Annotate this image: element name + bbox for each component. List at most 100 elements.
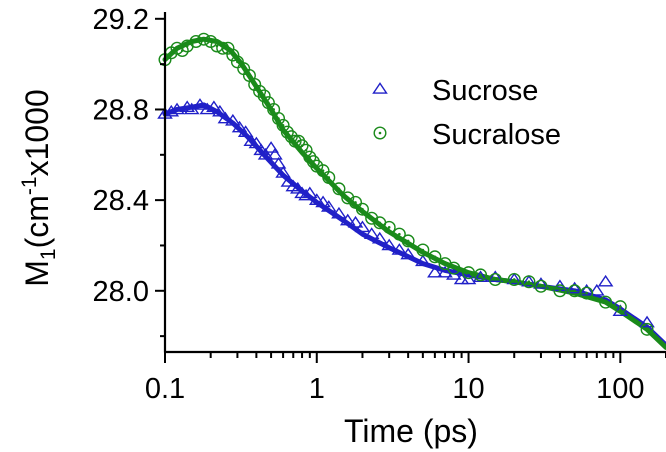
legend-marker-sucralose-ring bbox=[373, 126, 387, 140]
data-point-sucralose-ring bbox=[288, 134, 302, 148]
data-point-sucralose-dot bbox=[267, 101, 270, 104]
data-point-sucralose-dot bbox=[272, 108, 275, 111]
data-point-sucralose-ring bbox=[392, 227, 406, 241]
data-point-sucrose bbox=[231, 120, 248, 133]
data-point-sucralose-dot bbox=[293, 139, 297, 143]
data-point-sucrose bbox=[506, 272, 523, 285]
legend-entry-sucrose: Sucrose bbox=[372, 75, 538, 107]
data-point-sucralose-ring bbox=[322, 170, 336, 184]
data-point-sucrose bbox=[308, 193, 325, 205]
data-point-sucrose bbox=[212, 104, 228, 117]
data-point-sucralose-ring bbox=[299, 143, 313, 157]
data-point-sucralose bbox=[365, 211, 379, 225]
data-point-sucralose bbox=[288, 134, 302, 148]
data-point-sucrose bbox=[294, 186, 310, 199]
data-point-sucralose-ring bbox=[272, 112, 286, 126]
data-point-sucralose-dot bbox=[231, 53, 235, 57]
data-point-sucrose bbox=[597, 274, 614, 287]
data-point-sucrose bbox=[371, 231, 388, 244]
data-point-sucrose bbox=[320, 200, 337, 212]
data-point-sucrose bbox=[533, 277, 549, 289]
data-point-sucralose-ring bbox=[534, 279, 548, 293]
data-point-sucralose bbox=[257, 89, 271, 103]
data-point-sucralose-ring bbox=[553, 284, 567, 298]
data-point-sucrose bbox=[446, 268, 462, 280]
y-axis-title-close: x1000 bbox=[19, 89, 55, 176]
data-point-sucralose-dot bbox=[236, 60, 239, 64]
y-axis-title: M1(cm-1x1000 bbox=[18, 89, 60, 287]
data-point-sucralose-dot bbox=[585, 291, 588, 295]
data-point-sucrose bbox=[612, 304, 629, 317]
data-point-sucralose-dot bbox=[539, 284, 543, 288]
data-point-sucralose bbox=[382, 220, 396, 234]
data-point-sucralose bbox=[349, 195, 363, 209]
data-point-sucralose-ring bbox=[447, 261, 461, 275]
data-point-sucralose bbox=[392, 227, 406, 241]
y-tick-label: 28.8 bbox=[93, 94, 149, 126]
data-point-sucralose bbox=[447, 261, 461, 275]
data-point-sucralose-ring bbox=[462, 266, 476, 280]
legend-marker-sucralose-dot bbox=[378, 131, 382, 135]
data-point-sucralose-dot bbox=[493, 278, 497, 281]
data-point-sucralose-ring bbox=[522, 275, 536, 289]
data-point-sucralose-dot bbox=[337, 187, 341, 191]
data-point-sucralose-dot bbox=[645, 328, 649, 331]
legend: Sucrose Sucralose bbox=[372, 75, 561, 151]
data-point-sucralose-dot bbox=[421, 248, 425, 252]
data-point-sucralose-dot bbox=[304, 148, 308, 152]
data-point-sucralose-dot bbox=[433, 255, 437, 259]
data-point-sucralose-dot bbox=[315, 164, 319, 168]
x-tick-label: 1 bbox=[309, 373, 325, 405]
data-point-sucralose-ring bbox=[276, 118, 290, 132]
data-point-sucralose-dot bbox=[209, 40, 212, 43]
data-point-sucralose-dot bbox=[277, 117, 280, 120]
data-point-sucralose-ring bbox=[303, 150, 317, 164]
data-point-sucrose bbox=[217, 111, 234, 124]
data-point-sucrose bbox=[225, 113, 241, 126]
data-point-sucralose-dot bbox=[452, 266, 456, 270]
data-point-sucralose-ring bbox=[580, 286, 594, 300]
data-point-sucrose bbox=[206, 100, 222, 113]
y-axis-title-sub: 1 bbox=[37, 248, 60, 260]
data-point-sucrose bbox=[263, 141, 279, 153]
data-point-sucralose bbox=[189, 34, 203, 48]
y-axis-title-main: M bbox=[19, 260, 55, 287]
data-point-sucralose-dot bbox=[321, 169, 325, 172]
data-point-sucralose bbox=[355, 202, 369, 216]
data-point-sucralose-dot bbox=[619, 305, 622, 308]
data-point-sucrose bbox=[437, 265, 453, 278]
data-point-sucralose bbox=[488, 272, 502, 286]
data-point-sucralose bbox=[580, 286, 594, 300]
data-point-sucralose-ring bbox=[568, 284, 582, 298]
data-point-sucralose-ring bbox=[248, 78, 262, 92]
data-point-sucrose bbox=[163, 104, 180, 117]
data-point-sucralose bbox=[416, 243, 430, 257]
y-tick-label: 29.2 bbox=[93, 4, 149, 36]
x-tick-label: 0.1 bbox=[145, 373, 185, 405]
data-point-sucrose bbox=[267, 147, 283, 160]
y-tick-label: 28.0 bbox=[93, 276, 149, 308]
data-point-sucralose-dot bbox=[467, 271, 470, 274]
data-point-sucralose-ring bbox=[341, 191, 355, 205]
data-point-sucralose bbox=[428, 250, 442, 264]
data-point-sucrose bbox=[400, 247, 416, 260]
data-point-sucralose bbox=[248, 78, 262, 92]
data-point-sucralose-ring bbox=[640, 322, 654, 336]
data-point-sucralose bbox=[613, 300, 627, 314]
data-point-sucralose-dot bbox=[512, 278, 516, 281]
data-point-sucrose bbox=[169, 102, 185, 115]
data-point-sucralose-dot bbox=[242, 67, 245, 70]
data-point-sucralose-ring bbox=[221, 41, 235, 55]
data-point-sucralose-dot bbox=[604, 300, 607, 304]
data-point-sucralose-ring bbox=[284, 130, 298, 144]
data-point-sucralose-dot bbox=[387, 226, 391, 229]
data-point-sucralose-dot bbox=[370, 216, 373, 220]
data-point-sucralose-dot bbox=[527, 280, 531, 284]
data-point-sucralose bbox=[553, 284, 567, 298]
data-point-sucralose-dot bbox=[479, 273, 482, 277]
data-point-sucrose bbox=[315, 195, 331, 208]
data-point-sucralose bbox=[522, 275, 536, 289]
data-point-sucralose-ring bbox=[401, 234, 415, 248]
data-point-sucralose bbox=[462, 266, 476, 280]
